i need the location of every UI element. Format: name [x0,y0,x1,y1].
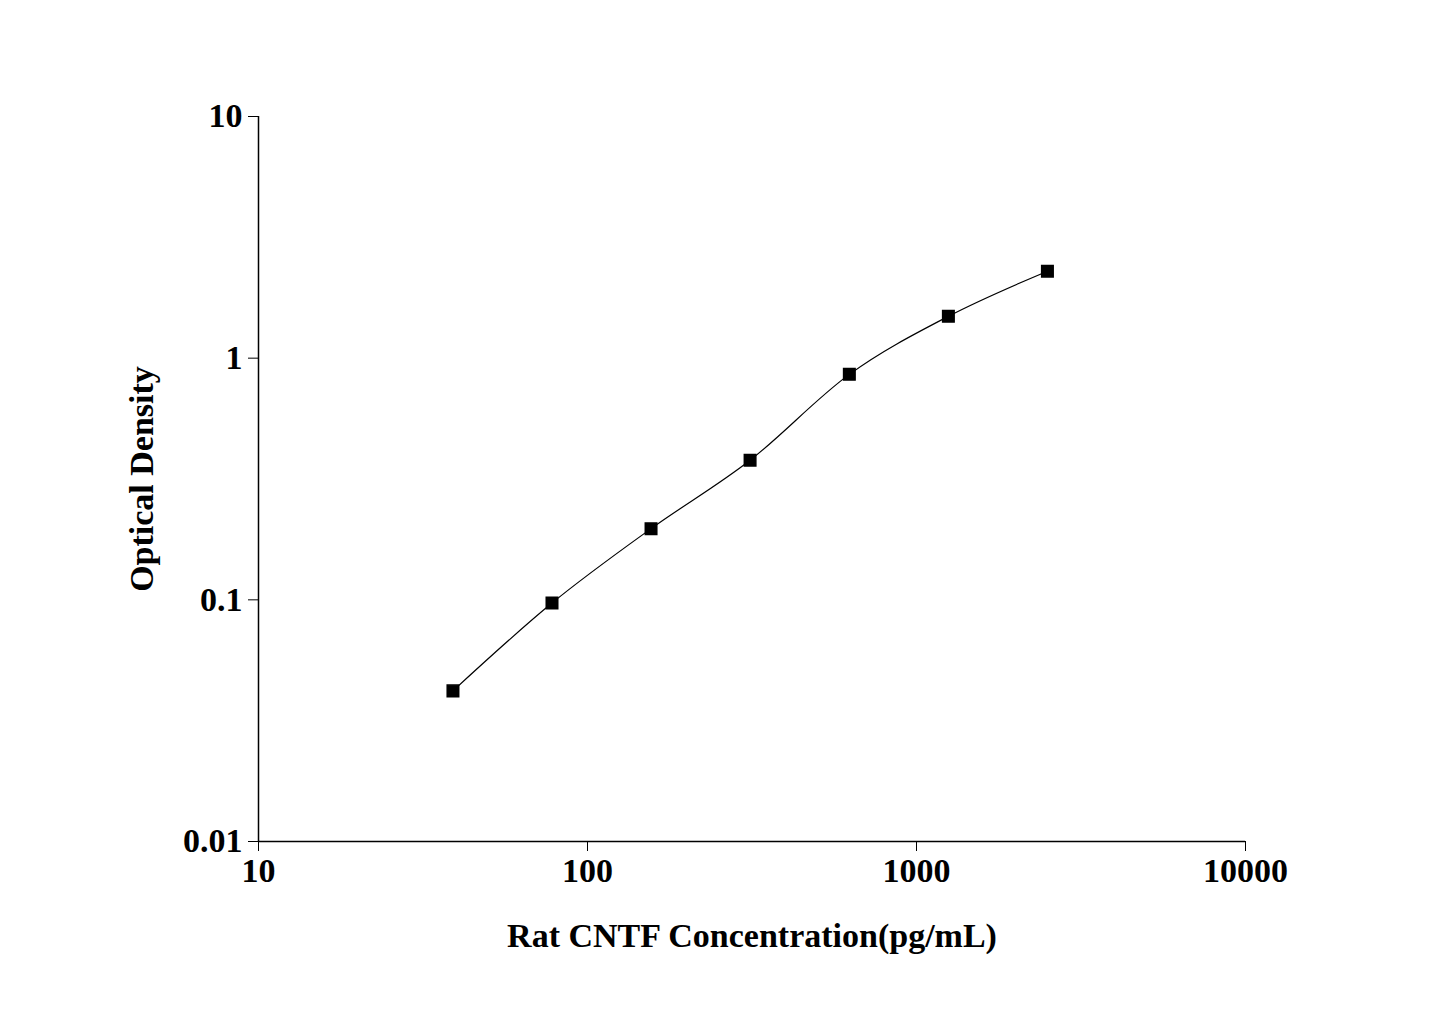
svg-text:0.01: 0.01 [183,822,243,859]
svg-text:100: 100 [562,852,613,889]
svg-text:Rat CNTF Concentration(pg/mL): Rat CNTF Concentration(pg/mL) [507,917,997,955]
svg-text:1: 1 [226,339,243,376]
svg-text:0.1: 0.1 [200,581,243,618]
svg-text:10: 10 [242,852,276,889]
svg-text:Optical Density: Optical Density [123,366,160,592]
svg-text:10: 10 [209,97,243,134]
svg-text:10000: 10000 [1203,852,1288,889]
svg-text:1000: 1000 [883,852,951,889]
